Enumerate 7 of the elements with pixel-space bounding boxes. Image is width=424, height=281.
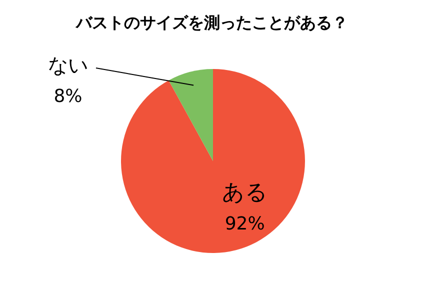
slice-label: ない xyxy=(48,53,88,77)
pie-slice xyxy=(168,69,213,161)
data-label: 8% xyxy=(54,86,82,107)
slice-label: ある xyxy=(222,180,268,206)
chart-title: バストのサイズを測ったことがある？ xyxy=(75,13,348,32)
data-label: 92% xyxy=(224,214,265,235)
pie-slice xyxy=(121,69,305,253)
